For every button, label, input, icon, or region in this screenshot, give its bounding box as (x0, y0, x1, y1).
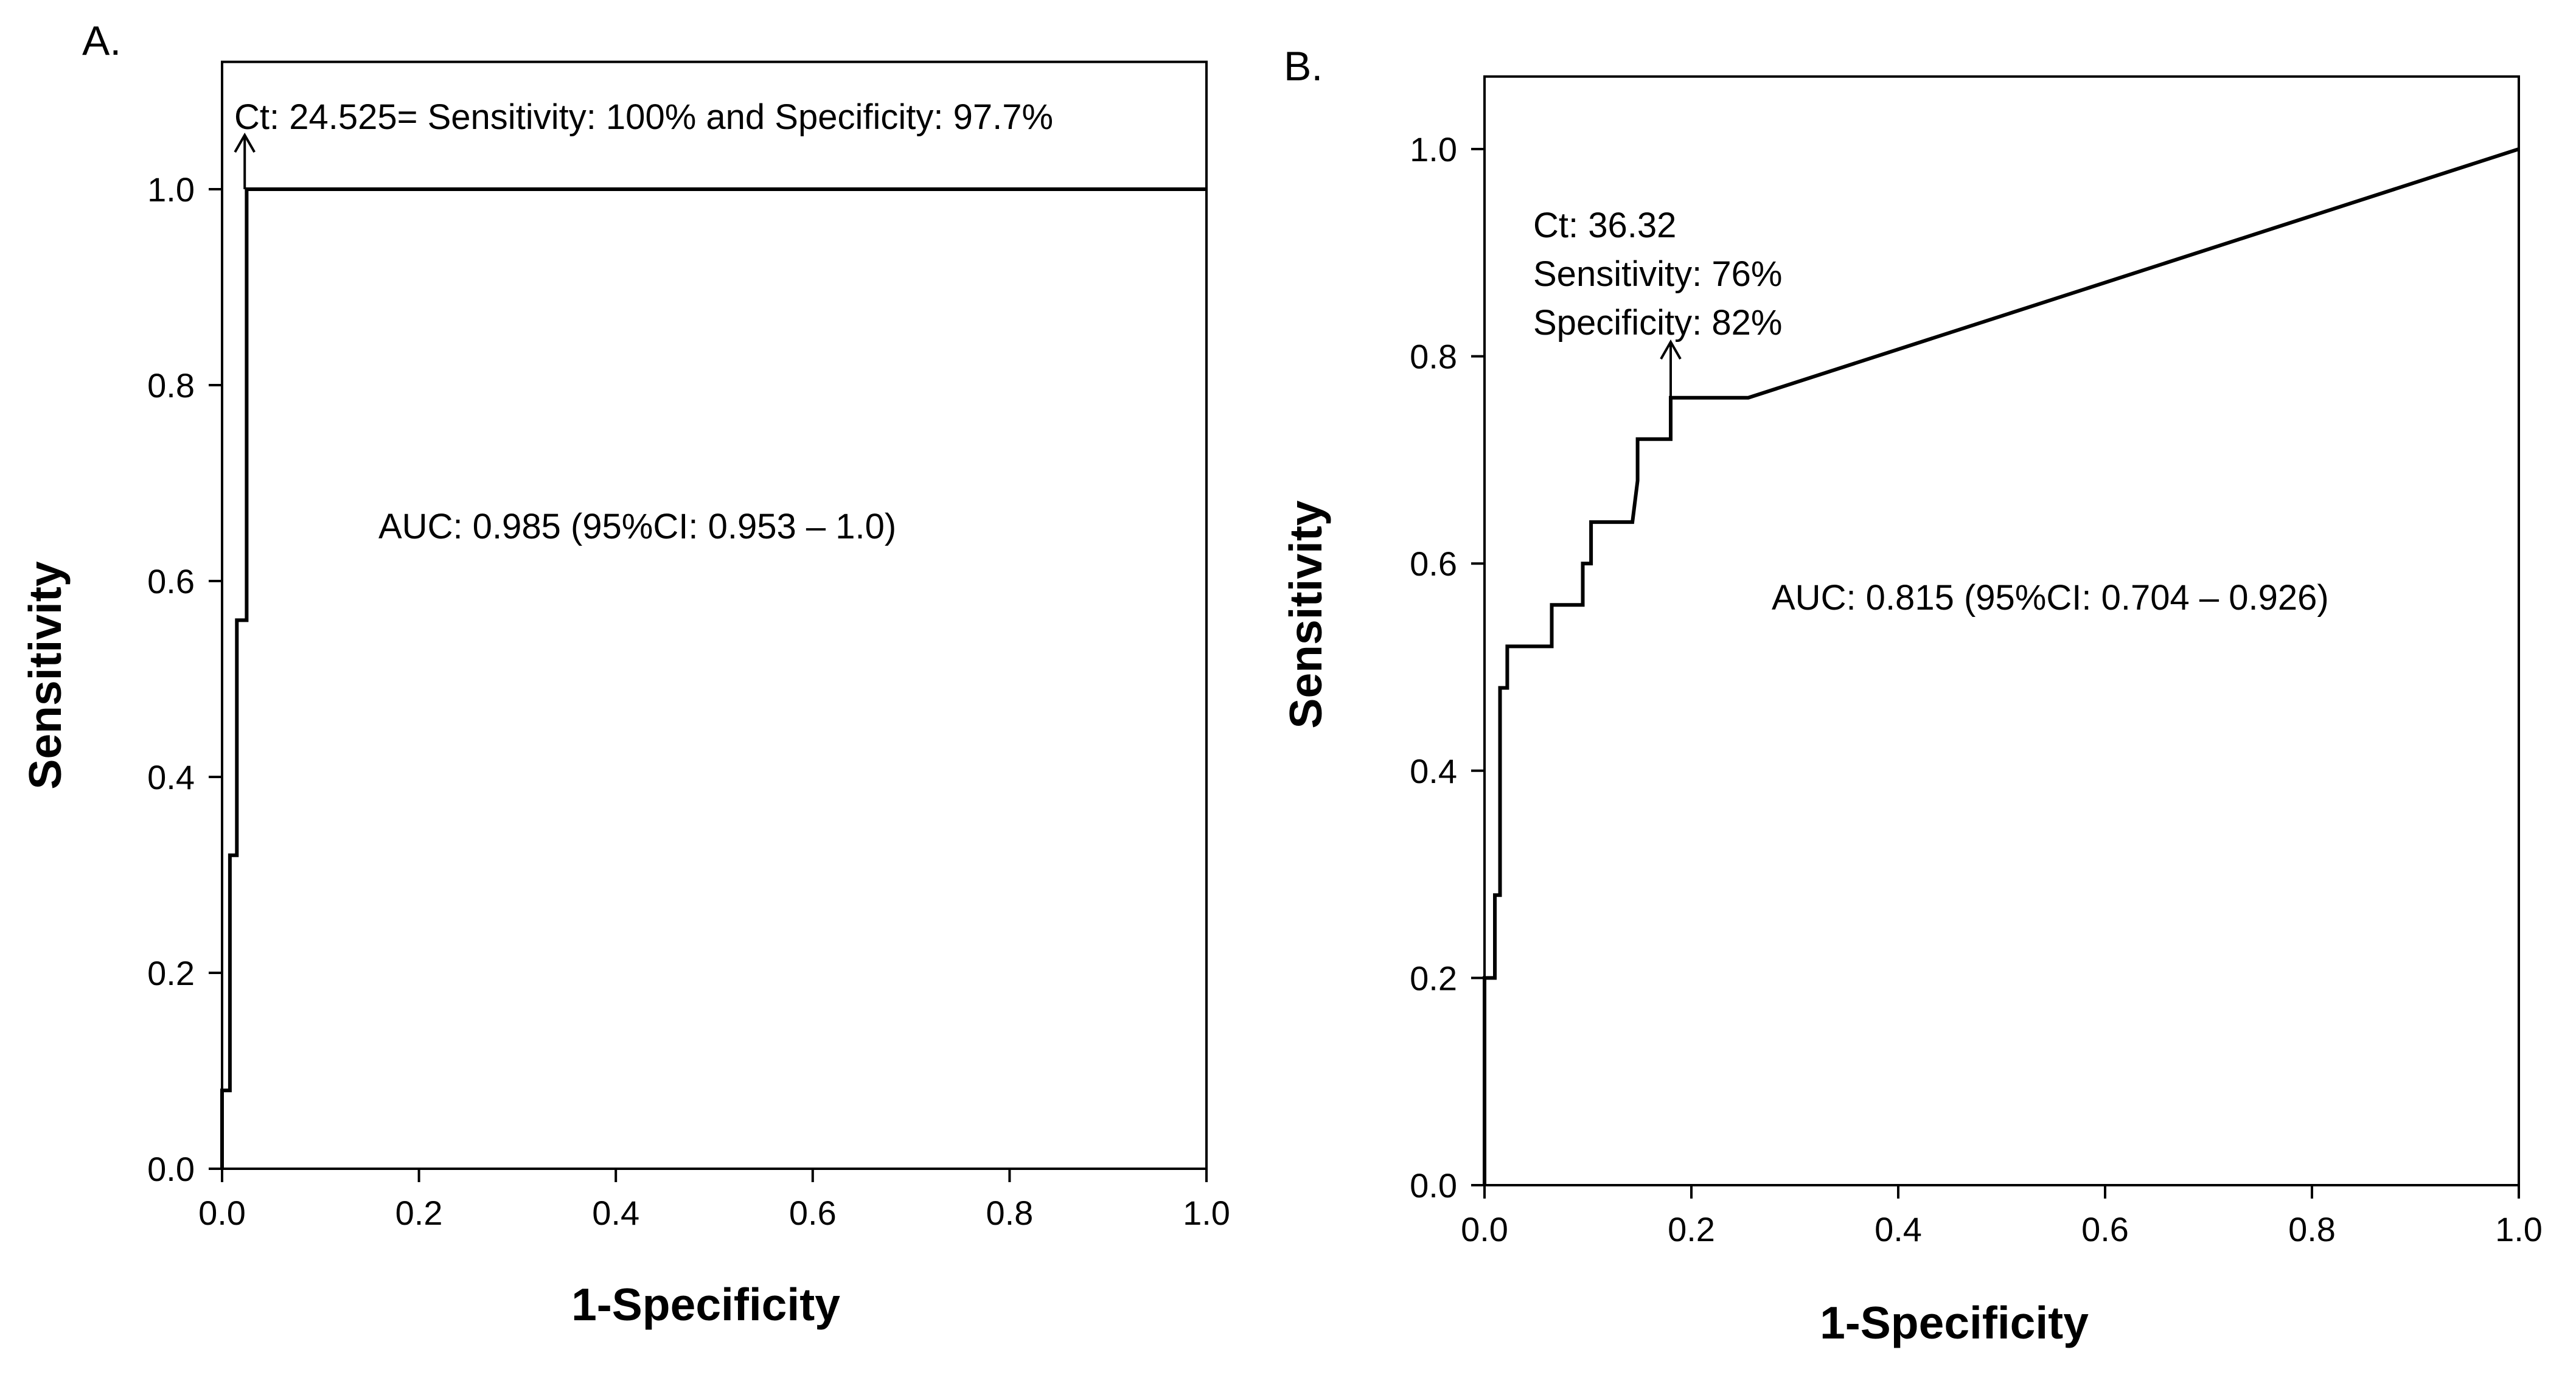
panel-a-roc-chart: 0.0 0.2 0.4 0.6 0.8 1.0 0.0 0.2 0.4 0.6 0.8 1.0 1-Sp… (19, 18, 1230, 1330)
panel-b-x-tick-label: 1.0 (2495, 1210, 2543, 1248)
panel-b-annotation-line: AUC: 0.815 (95%CI: 0.704 – 0.926) (1772, 578, 2329, 618)
panel-a-x-axis-title: 1-Specificity (571, 1279, 840, 1330)
panel-a-x-tick-label: 0.4 (592, 1194, 639, 1232)
panel-b-x-axis-title: 1-Specificity (1820, 1297, 2089, 1348)
panel-a-cutoff-arrowhead (234, 132, 256, 153)
panel-a-x-tick-label: 0.0 (198, 1194, 246, 1232)
panel-b-x-tick-label: 0.2 (1668, 1210, 1715, 1248)
panel-b-auc-annotation: AUC: 0.815 (95%CI: 0.704 – 0.926) (1772, 578, 2329, 618)
panel-b-x-tick-label: 0.0 (1461, 1210, 1508, 1248)
panel-b-panel-label: B. (1284, 43, 1323, 89)
panel-b-plot-frame (1483, 75, 2520, 1186)
panel-a-y-tick-label: 0.2 (147, 954, 195, 992)
panel-b-x-tick-label: 0.4 (1875, 1210, 1922, 1248)
panel-a-cutoff-annotation: Ct: 24.525= Sensitivity: 100% and Specif… (234, 97, 1053, 137)
panel-a-roc-curve (220, 187, 1206, 1169)
panel-a-y-tick-label: 0.4 (147, 758, 195, 796)
panel-b-annotation-line: Sensitivity: 76% (1533, 254, 1782, 294)
panel-b-cutoff-arrowhead (1660, 339, 1682, 360)
panel-b-y-tick-label: 0.4 (1410, 752, 1457, 790)
panel-a-y-tick-label: 0.6 (147, 562, 195, 600)
panel-a-auc-annotation: AUC: 0.985 (95%CI: 0.953 – 1.0) (378, 507, 896, 546)
panel-b-y-axis-title: Sensitivity (1280, 500, 1331, 728)
panel-b-annotation-line: Ct: 36.32 (1533, 206, 1676, 245)
panel-b-y-tick-label: 0.6 (1410, 545, 1457, 583)
panel-a-y-tick-label: 0.8 (147, 366, 195, 405)
panel-a-x-tick-label: 0.8 (986, 1194, 1033, 1232)
panel-a-y-axis-title: Sensitivity (19, 561, 71, 789)
panel-a-annotation-line: AUC: 0.985 (95%CI: 0.953 – 1.0) (378, 507, 896, 546)
panel-a-x-tick-label: 0.2 (395, 1194, 443, 1232)
panel-b-roc-curve (1483, 147, 2519, 1185)
panel-b-x-tick-label: 0.8 (2288, 1210, 2336, 1248)
panel-a-x-tick-label: 1.0 (1183, 1194, 1230, 1232)
panel-a-x-tick-label: 0.6 (789, 1194, 837, 1232)
panel-b-y-tick-label: 0.0 (1410, 1166, 1457, 1205)
panel-b-annotation-line: Specificity: 82% (1533, 303, 1782, 343)
panel-a-panel-label: A. (82, 18, 121, 64)
panel-a-annotation-line: Ct: 24.525= Sensitivity: 100% and Specif… (234, 97, 1053, 137)
panel-b-y-tick-label: 0.8 (1410, 338, 1457, 376)
panel-b-x-tick-label: 0.6 (2081, 1210, 2129, 1248)
panel-b-roc-chart: 0.0 0.2 0.4 0.6 0.8 1.0 0.0 0.2 0.4 0.6 0.8 1.0 1-Sp… (1280, 43, 2543, 1348)
panel-b-cutoff-annotation: Ct: 36.32 Sensitivity: 76% Specificity: 82… (1533, 206, 1782, 343)
panel-b-y-tick-label: 1.0 (1410, 130, 1457, 169)
panel-a-y-tick-label: 0.0 (147, 1150, 195, 1188)
panel-b-y-tick-label: 0.2 (1410, 959, 1457, 997)
panel-a-plot-frame (221, 60, 1208, 1171)
panel-a-y-tick-label: 1.0 (147, 170, 195, 209)
